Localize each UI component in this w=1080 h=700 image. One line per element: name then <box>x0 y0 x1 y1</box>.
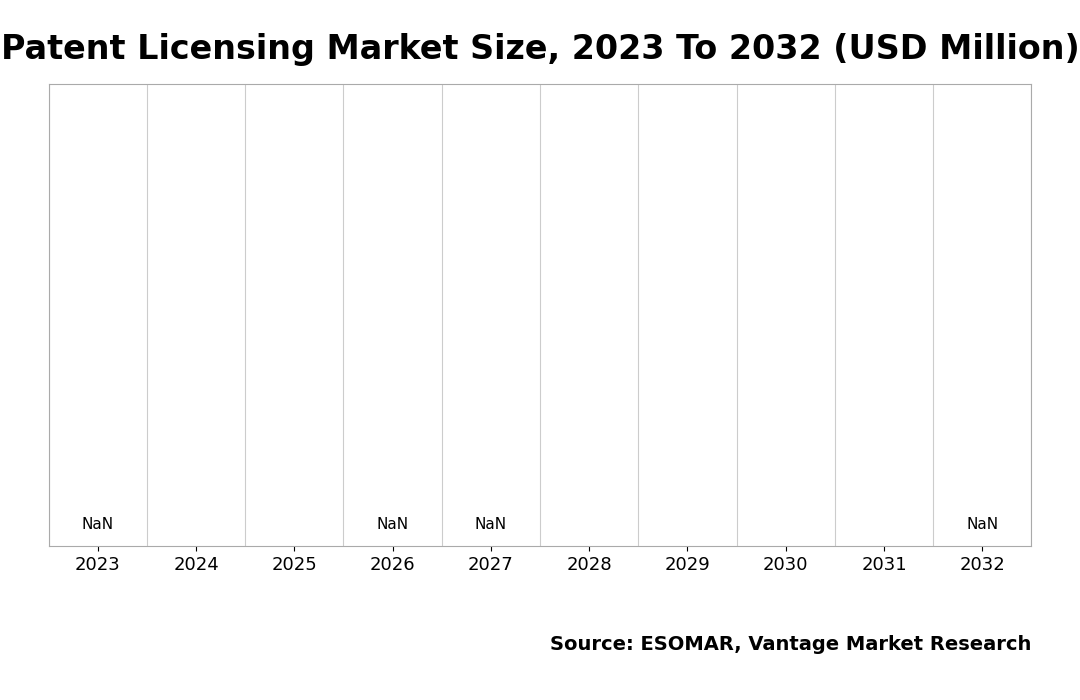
Text: Source: ESOMAR, Vantage Market Research: Source: ESOMAR, Vantage Market Research <box>550 634 1031 654</box>
Text: NaN: NaN <box>82 517 113 532</box>
Text: NaN: NaN <box>377 517 408 532</box>
Text: NaN: NaN <box>967 517 998 532</box>
Text: NaN: NaN <box>475 517 507 532</box>
Title: Patent Licensing Market Size, 2023 To 2032 (USD Million): Patent Licensing Market Size, 2023 To 20… <box>1 33 1079 66</box>
